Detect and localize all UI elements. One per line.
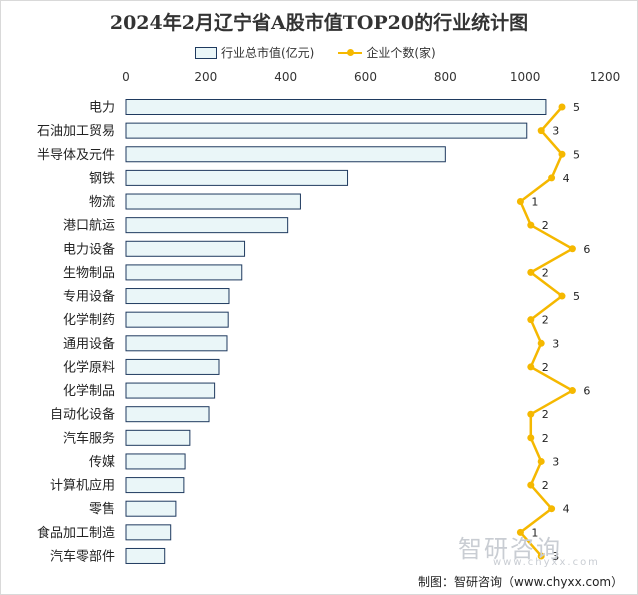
bar: [125, 524, 172, 541]
count-label: 2: [542, 361, 549, 374]
bar: [125, 406, 210, 423]
count-point: [516, 198, 524, 206]
bar: [125, 500, 177, 517]
bar: [125, 311, 229, 328]
watermark-url: www.chyxx.com: [493, 557, 600, 568]
x-tick-label: 0: [122, 70, 130, 84]
count-line: [518, 106, 575, 557]
bar: [125, 477, 185, 494]
count-point: [568, 245, 576, 253]
count-label: 4: [563, 503, 570, 516]
count-label: 4: [563, 172, 570, 185]
category-label: 物流: [89, 195, 115, 210]
count-point: [527, 434, 535, 442]
bar: [125, 240, 246, 257]
source-note: 制图：智研咨询（www.chyxx.com）: [418, 575, 624, 589]
count-label: 6: [583, 385, 590, 398]
category-label: 化学原料: [63, 359, 115, 375]
count-point: [527, 316, 535, 324]
bar: [125, 146, 446, 163]
category-label: 港口航运: [63, 218, 115, 234]
count-label: 5: [573, 101, 580, 114]
category-label: 自动化设备: [50, 407, 115, 423]
category-label: 汽车服务: [63, 430, 115, 446]
count-point: [527, 363, 535, 371]
x-tick-label: 600: [354, 70, 377, 84]
count-point: [537, 457, 545, 465]
legend: 行业总市值(亿元) 企业个数(家): [195, 44, 436, 61]
count-point: [548, 505, 556, 513]
legend-bar-label: 行业总市值(亿元): [221, 46, 315, 60]
bar: [125, 547, 166, 564]
x-tick-label: 1200: [590, 70, 621, 84]
count-label: 2: [542, 314, 549, 327]
bar: [125, 288, 230, 305]
category-label: 生物制品: [63, 266, 115, 281]
bar: [125, 217, 289, 234]
count-label: 1: [531, 526, 538, 539]
count-label: 5: [573, 290, 580, 303]
category-label: 传媒: [89, 455, 115, 470]
x-tick-label: 400: [274, 70, 297, 84]
x-tick-label: 1000: [510, 70, 541, 84]
count-point: [537, 339, 545, 347]
count-point: [527, 268, 535, 276]
category-label: 半导体及元件: [37, 148, 115, 163]
category-label: 石油加工贸易: [37, 124, 115, 139]
x-tick-label: 800: [434, 70, 457, 84]
category-label: 电力: [89, 101, 115, 116]
bar: [125, 429, 191, 446]
count-point: [516, 528, 524, 536]
count-label: 2: [542, 266, 549, 279]
category-label: 电力设备: [63, 241, 115, 257]
count-label: 2: [542, 219, 549, 232]
bar: [125, 193, 301, 210]
category-label: 汽车零部件: [50, 548, 115, 564]
count-point: [527, 221, 535, 229]
count-point: [537, 127, 545, 135]
category-label: 化学制药: [63, 312, 115, 328]
count-point: [548, 174, 556, 182]
watermark-logo: 智研咨询: [458, 535, 562, 563]
bar: [125, 122, 528, 139]
bar: [125, 382, 216, 399]
count-label: 3: [552, 337, 559, 350]
count-label: 2: [542, 408, 549, 421]
count-label: 1: [531, 196, 538, 209]
count-point: [558, 150, 566, 158]
bar: [125, 453, 186, 470]
count-label: 3: [552, 125, 559, 138]
legend-bar-swatch: [195, 46, 217, 59]
count-point: [558, 292, 566, 300]
legend-line-swatch: [338, 48, 363, 58]
count-label: 5: [573, 148, 580, 161]
count-label: 2: [542, 432, 549, 445]
category-label: 化学制品: [63, 383, 115, 399]
count-point: [558, 103, 566, 111]
bar: [125, 335, 228, 352]
chart-title: 2024年2月辽宁省A股市值TOP20的行业统计图: [109, 12, 529, 34]
bar: [125, 99, 547, 115]
count-label: 2: [542, 479, 549, 492]
count-point: [527, 481, 535, 489]
count-point: [537, 552, 545, 560]
bar: [125, 169, 349, 186]
count-point: [568, 387, 576, 395]
category-label: 钢铁: [89, 171, 115, 186]
legend-line-label: 企业个数(家): [366, 46, 436, 60]
category-label: 零售: [89, 501, 115, 517]
category-label: 食品加工制造: [37, 525, 115, 541]
count-label: 3: [552, 550, 559, 563]
count-label: 3: [552, 455, 559, 468]
category-label: 通用设备: [63, 336, 115, 352]
count-point: [527, 410, 535, 418]
category-label: 专用设备: [63, 289, 115, 305]
bar: [125, 358, 220, 375]
x-tick-label: 200: [194, 70, 217, 84]
bar: [125, 264, 243, 281]
count-label: 6: [583, 243, 590, 256]
category-label: 计算机应用: [50, 478, 115, 494]
